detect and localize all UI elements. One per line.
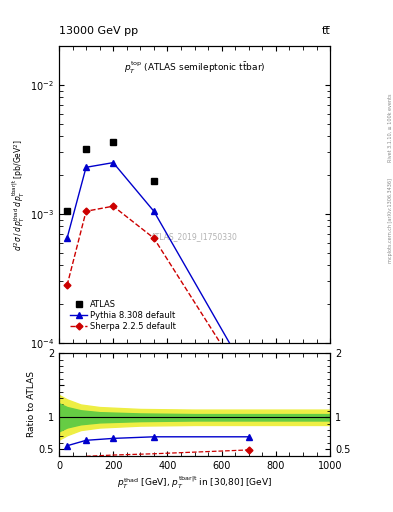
Pythia 8.308 default: [111, 160, 116, 166]
Y-axis label: Ratio to ATLAS: Ratio to ATLAS: [27, 372, 36, 437]
Sherpa 2.2.5 default: [111, 203, 116, 209]
ATLAS: [246, 346, 251, 352]
Sherpa 2.2.5 default: [152, 235, 156, 241]
Pythia 8.308 default: [65, 235, 70, 241]
Y-axis label: $d^2\sigma\,/\,d\,p_T^{\mathrm{thad}}\,d\,p_T^{\mathrm{tbar|t}}$ [pb/GeV$^2$]: $d^2\sigma\,/\,d\,p_T^{\mathrm{thad}}\,d…: [11, 139, 27, 250]
Pythia 8.308 default: [246, 373, 251, 379]
ATLAS: [84, 146, 88, 152]
Text: Rivet 3.1.10, ≥ 100k events: Rivet 3.1.10, ≥ 100k events: [388, 94, 393, 162]
Pythia 8.308 default: [152, 208, 156, 215]
ATLAS: [111, 139, 116, 145]
ATLAS: [65, 208, 70, 215]
ATLAS: [152, 178, 156, 184]
Sherpa 2.2.5 default: [246, 385, 251, 391]
X-axis label: $p_T^{\mathrm{thad}}$ [GeV], $p_T^{\mathrm{tbar|t}}$ in [30,80] [GeV]: $p_T^{\mathrm{thad}}$ [GeV], $p_T^{\math…: [117, 475, 272, 491]
Text: 13000 GeV pp: 13000 GeV pp: [59, 26, 138, 36]
Line: Pythia 8.308 default: Pythia 8.308 default: [64, 160, 252, 380]
Sherpa 2.2.5 default: [84, 208, 88, 215]
Line: ATLAS: ATLAS: [64, 139, 252, 352]
Line: Sherpa 2.2.5 default: Sherpa 2.2.5 default: [65, 204, 251, 390]
Legend: ATLAS, Pythia 8.308 default, Sherpa 2.2.5 default: ATLAS, Pythia 8.308 default, Sherpa 2.2.…: [68, 298, 178, 333]
Text: ATLAS_2019_I1750330: ATLAS_2019_I1750330: [151, 231, 238, 241]
Sherpa 2.2.5 default: [65, 282, 70, 288]
Text: $p_T^{\mathrm{top}}$ (ATLAS semileptonic t$\bar{\mathrm{t}}$bar): $p_T^{\mathrm{top}}$ (ATLAS semileptonic…: [124, 59, 265, 76]
Pythia 8.308 default: [84, 164, 88, 170]
Text: tt̅: tt̅: [321, 26, 330, 36]
Text: mcplots.cern.ch [arXiv:1306.3436]: mcplots.cern.ch [arXiv:1306.3436]: [388, 178, 393, 263]
